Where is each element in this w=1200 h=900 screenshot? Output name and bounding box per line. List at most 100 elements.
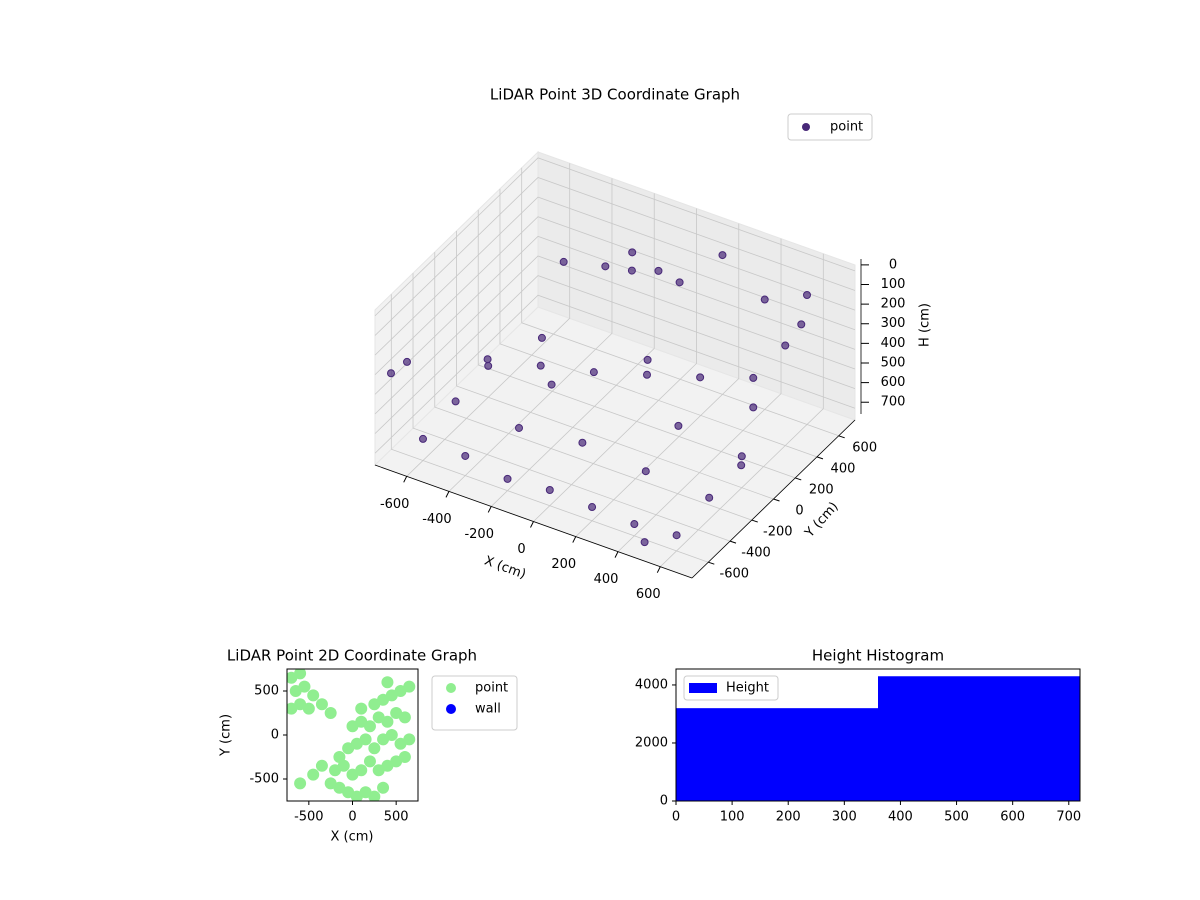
point — [363, 720, 376, 733]
point — [749, 373, 758, 382]
x-tick-label: -600 — [380, 497, 410, 512]
x-grid-line — [406, 163, 571, 477]
y-grid-line — [390, 294, 709, 563]
legend-marker — [446, 683, 456, 693]
y-tick — [838, 435, 845, 439]
plot-area — [287, 669, 416, 801]
y-tick-label: 0 — [660, 794, 668, 809]
y-grid-line — [477, 209, 796, 479]
point — [363, 755, 376, 768]
y-tick-label: -400 — [741, 546, 771, 561]
point — [381, 676, 394, 689]
plot-area — [676, 676, 1080, 801]
point — [705, 493, 714, 502]
x-tick — [656, 566, 661, 573]
legend-label: wall — [475, 702, 501, 717]
point — [718, 251, 727, 260]
z-grid-line — [374, 177, 856, 336]
y-tick — [816, 456, 824, 460]
chart-title: Height Histogram — [812, 647, 944, 665]
legend-patch — [689, 683, 717, 693]
legend-label: point — [475, 681, 508, 696]
y-grid-line — [412, 273, 731, 542]
point — [503, 474, 512, 483]
point — [589, 368, 598, 377]
point — [578, 438, 587, 447]
legend-label: Height — [726, 681, 769, 696]
x-grid-line — [575, 223, 740, 537]
x-grid-line — [660, 253, 824, 567]
x-tick — [487, 506, 492, 513]
x-tick — [614, 551, 619, 558]
point — [315, 759, 328, 772]
chart-title: LiDAR Point 2D Coordinate Graph — [227, 647, 477, 665]
point — [484, 361, 493, 370]
bar — [878, 676, 1080, 801]
point — [515, 423, 523, 432]
x-tick — [572, 536, 577, 543]
x-tick — [445, 491, 450, 498]
x-tick-label: 400 — [888, 810, 913, 825]
y-tick — [708, 561, 715, 565]
point — [696, 373, 705, 382]
legend-box — [683, 675, 779, 701]
z-tick-label: 100 — [881, 277, 906, 292]
y-axis-label: Y (cm) — [219, 714, 234, 757]
point — [672, 531, 681, 540]
point — [674, 421, 683, 430]
y-tick — [773, 498, 780, 502]
z-tick-label: 200 — [881, 297, 906, 312]
x-axis-line — [374, 464, 693, 579]
legend-marker — [802, 123, 810, 131]
y-axis-line — [691, 419, 856, 579]
y-tick-label: 500 — [254, 684, 279, 699]
y-grid-line — [434, 252, 752, 521]
point — [643, 370, 651, 379]
x-tick-label: 500 — [944, 810, 969, 825]
point — [419, 434, 427, 443]
y-tick-label: 2000 — [635, 735, 668, 750]
y-tick — [795, 477, 802, 481]
z-grid-line — [374, 235, 856, 395]
point — [803, 291, 811, 300]
z-tick-label: 600 — [881, 375, 906, 390]
y-tick-label: 4000 — [635, 677, 668, 692]
point — [760, 295, 769, 304]
y-tick-label: 0 — [795, 504, 803, 519]
point — [451, 397, 460, 406]
legend-label: point — [830, 120, 863, 135]
point — [737, 452, 746, 461]
point — [333, 751, 346, 763]
z-grid-line — [374, 275, 856, 434]
chart-title: LiDAR Point 3D Coordinate Graph — [490, 86, 740, 104]
point — [547, 380, 556, 389]
point — [302, 702, 315, 715]
x-tick — [403, 476, 408, 483]
point — [641, 467, 650, 476]
point — [294, 777, 307, 790]
z-tick-label: 400 — [881, 336, 906, 351]
y-tick-label: 200 — [809, 482, 834, 497]
z-axis-label: H (cm) — [918, 303, 933, 347]
y-tick — [751, 519, 758, 523]
point — [545, 486, 554, 495]
point — [588, 503, 597, 512]
point — [627, 266, 636, 275]
point — [368, 742, 381, 755]
point — [403, 733, 416, 746]
axes-frame — [675, 668, 1081, 802]
x-tick-label: 700 — [1056, 810, 1081, 825]
point — [675, 278, 684, 287]
x-tick-label: 600 — [1000, 810, 1025, 825]
point — [355, 764, 368, 777]
x-tick-label: 500 — [384, 810, 409, 825]
point — [359, 733, 372, 746]
x-tick-label: -400 — [422, 512, 452, 527]
x-grid-line — [490, 193, 655, 507]
point — [307, 768, 320, 781]
point — [737, 461, 746, 470]
x-tick-label: 0 — [672, 810, 680, 825]
z-tick-label: 700 — [881, 395, 906, 410]
x-tick-label: -200 — [464, 527, 494, 542]
point — [307, 689, 320, 702]
